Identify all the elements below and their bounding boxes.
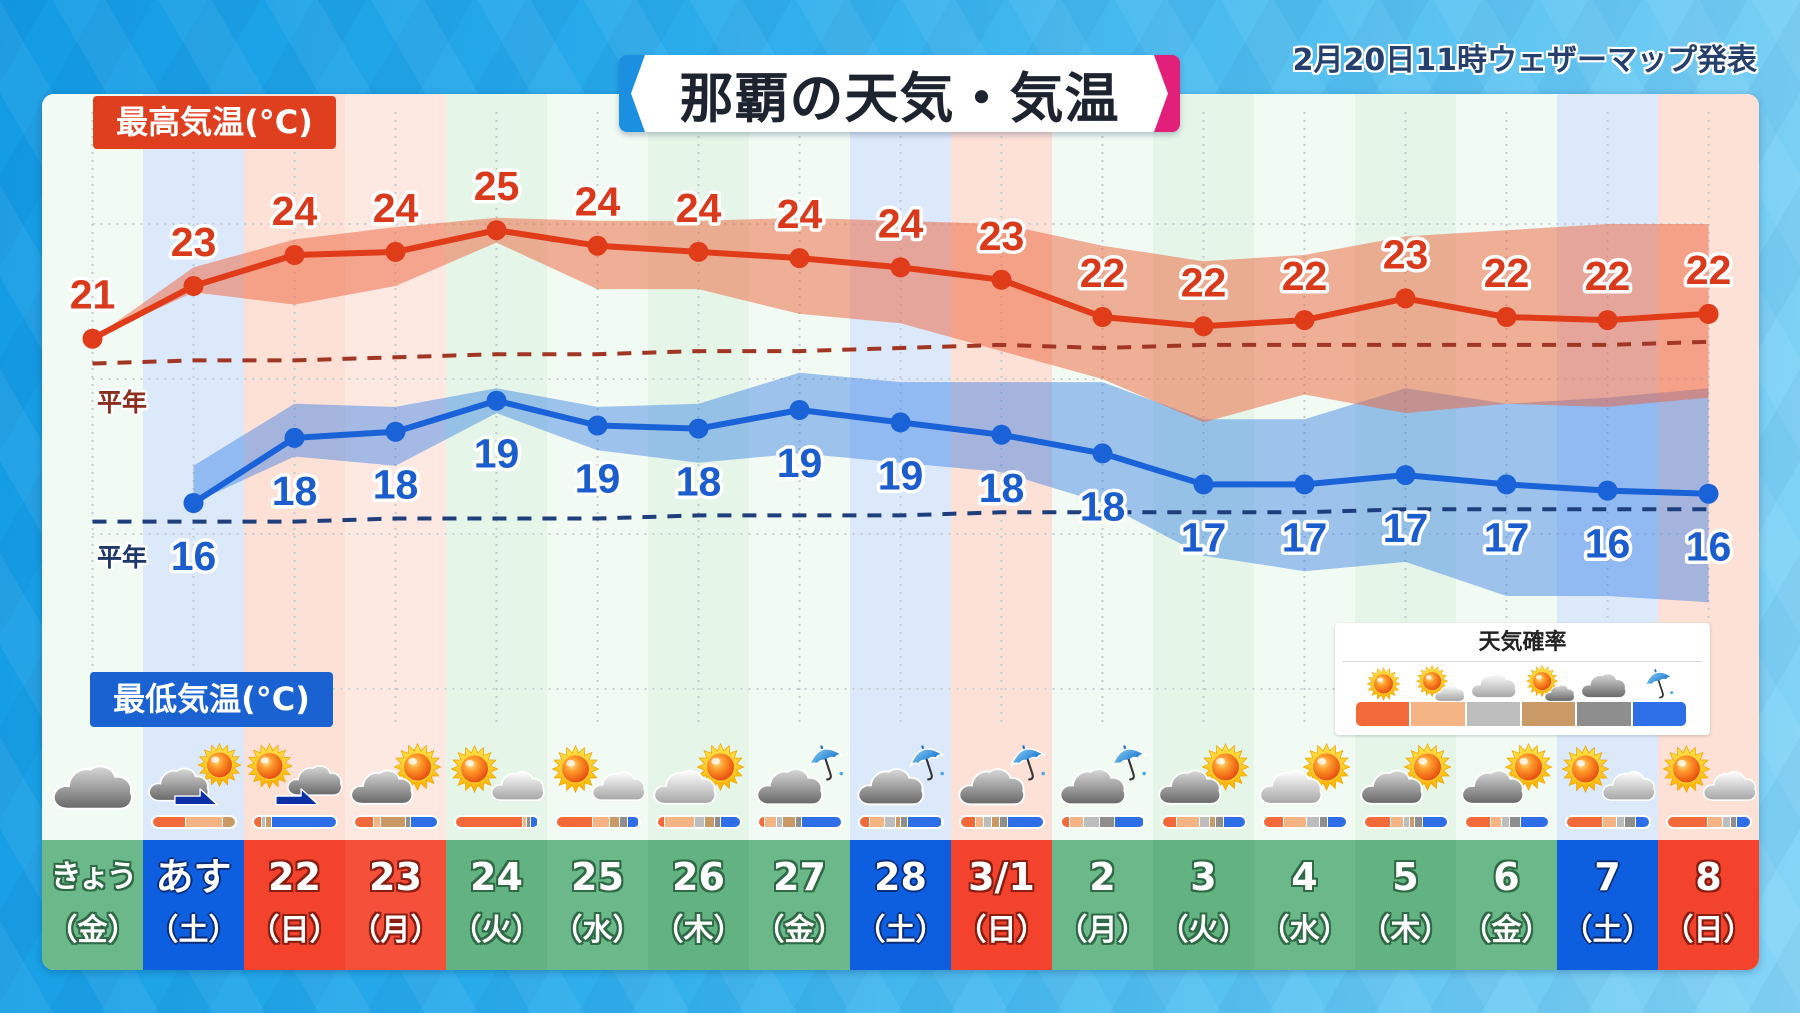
legend-color-swatch (1356, 702, 1410, 726)
weekday-label: （木） (1360, 913, 1451, 948)
day-column-background (547, 94, 648, 840)
date-cell: 5 （木） (1355, 840, 1456, 970)
sun-gray-cloud-icon (1526, 665, 1575, 702)
legend-color-swatch (1411, 702, 1465, 726)
date-label: 26 (672, 855, 725, 899)
day-column-background (143, 94, 244, 840)
weekday-label: （日） (956, 913, 1047, 948)
legend-icon-cell (1576, 663, 1631, 703)
legend-icon-cell (1631, 663, 1686, 703)
day-column-background (749, 94, 850, 840)
day-column-background (345, 94, 446, 840)
date-cell: 7 （土） (1557, 840, 1658, 970)
weekday-label: （土） (148, 913, 239, 948)
legend-color-swatch (1632, 702, 1686, 726)
date-label: 25 (571, 855, 624, 899)
min-temp-label: 最低気温(°C) (90, 672, 333, 727)
weekday-label: （水） (1259, 913, 1350, 948)
weekday-label: （水） (552, 913, 643, 948)
date-label: 6 (1493, 855, 1520, 899)
page-title: 那覇の天気・気温 (679, 67, 1120, 130)
weekday-label: （金） (1461, 913, 1552, 948)
cloud-gray-icon (1580, 672, 1627, 699)
date-cell: 6 （金） (1456, 840, 1557, 970)
date-label: 23 (369, 855, 422, 899)
legend-color-swatch (1521, 702, 1576, 726)
title-banner-inner: 那覇の天気・気温 (619, 55, 1180, 132)
legend-color-swatch (1466, 702, 1520, 726)
weekday-label: （土） (855, 913, 946, 948)
date-label: 28 (874, 855, 927, 899)
date-cell: 4 （水） (1254, 840, 1355, 970)
day-column-background (951, 94, 1052, 840)
legend-icon-cell (1466, 663, 1521, 703)
max-temp-label: 最高気温(°C) (93, 96, 336, 149)
legend-icons (1356, 663, 1686, 703)
weekday-label: （火） (451, 913, 542, 948)
weekday-label: （金） (47, 913, 138, 948)
date-cell: 22 （日） (244, 840, 345, 970)
weather-probability-legend: 天気確率 (1335, 623, 1710, 735)
date-label: あす (155, 855, 232, 899)
day-column-background (1153, 94, 1254, 840)
legend-divider (1343, 661, 1702, 662)
date-cell: きょう （金） (42, 840, 143, 970)
date-label: 27 (773, 855, 826, 899)
weekday-label: （木） (653, 913, 744, 948)
day-column-background (244, 94, 345, 840)
date-label: 24 (470, 855, 523, 899)
legend-title: 天気確率 (1478, 630, 1567, 655)
gray-cloud-icon (1580, 672, 1627, 699)
date-label: きょう (50, 859, 138, 895)
title-banner: 那覇の天気・気温 (619, 55, 1180, 132)
date-cell: 28 （土） (850, 840, 951, 970)
weekday-label: （月） (350, 913, 441, 948)
light-cloud-icon (1470, 672, 1517, 699)
date-label: 7 (1594, 855, 1621, 899)
forecast-panel: きょう （金） あす （土） 22 （日） 23 （月） 24 （火） 25 （水） 26 （木） 27 （金… (42, 94, 1759, 970)
date-cell: 26 （木） (648, 840, 749, 970)
date-cell: 23 （月） (345, 840, 446, 970)
sun-icon (1366, 667, 1401, 701)
weekday-label: （土） (1562, 913, 1653, 948)
date-label: 8 (1695, 855, 1722, 899)
umbrella-icon (1642, 665, 1677, 701)
date-cell: あす （土） (143, 840, 244, 970)
weekday-label: （日） (1663, 913, 1754, 948)
date-cell: 24 （火） (446, 840, 547, 970)
date-cell: 27 （金） (749, 840, 850, 970)
umbrella-icon (1642, 665, 1677, 701)
date-label: 3 (1190, 855, 1217, 899)
sun-icon (1366, 667, 1401, 701)
legend-icon-cell (1356, 663, 1411, 703)
weekday-label: （金） (754, 913, 845, 948)
legend-icon-cell (1521, 663, 1576, 703)
published-timestamp: 2月20日11時ウェザーマップ発表 (1292, 43, 1757, 78)
weekday-label: （日） (249, 913, 340, 948)
date-label: 3/1 (968, 855, 1035, 899)
sun-light-cloud-icon (1416, 665, 1465, 702)
date-cell: 3 （火） (1153, 840, 1254, 970)
date-cell: 2 （月） (1052, 840, 1153, 970)
date-label: 4 (1291, 855, 1318, 899)
date-label: 2 (1089, 855, 1116, 899)
day-column-background (648, 94, 749, 840)
date-cell: 8 （日） (1658, 840, 1759, 970)
weekday-label: （火） (1158, 913, 1249, 948)
day-column-background (850, 94, 951, 840)
date-label: 22 (268, 855, 321, 899)
weekday-label: （月） (1057, 913, 1148, 948)
legend-icon-cell (1411, 663, 1466, 703)
cloud-light-icon (1470, 672, 1517, 699)
date-cell: 25 （水） (547, 840, 648, 970)
date-label: 5 (1392, 855, 1419, 899)
date-cell: 3/1 （日） (951, 840, 1052, 970)
day-column-background (446, 94, 547, 840)
legend-color-bar (1356, 702, 1686, 726)
day-column-background (42, 94, 143, 840)
day-column-background (1052, 94, 1153, 840)
legend-color-swatch (1577, 702, 1631, 726)
